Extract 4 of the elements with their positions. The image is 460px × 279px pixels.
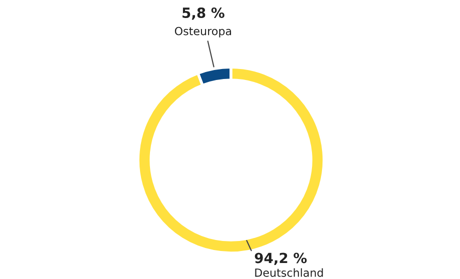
data-label: 5,8 % (182, 8, 224, 20)
data-label: 94,2 % (254, 252, 307, 265)
slice-label: Osteuropa (174, 26, 232, 38)
slice-label: Deutschland (255, 268, 323, 277)
